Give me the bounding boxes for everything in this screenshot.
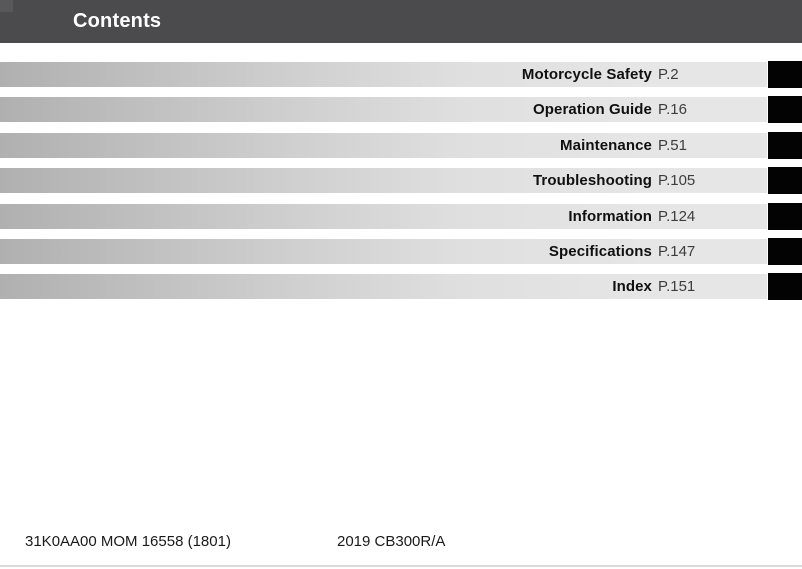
toc-item-page: P.2 — [658, 66, 679, 83]
chapter-thumb-tab[interactable] — [768, 131, 802, 159]
toc-row[interactable]: Motorcycle Safety P.2 — [0, 61, 802, 88]
page-title: Contents — [73, 10, 162, 32]
toc-item-label: Information — [568, 207, 652, 225]
toc-item-label: Troubleshooting — [533, 172, 652, 190]
toc-row[interactable]: Troubleshooting P.105 — [0, 167, 802, 195]
model-year-code: 2019 CB300R/A — [337, 533, 446, 550]
chapter-thumb-tab[interactable] — [768, 96, 802, 124]
chapter-thumb-tab[interactable] — [768, 273, 802, 301]
toc-row[interactable]: Operation Guide P.16 — [0, 96, 802, 124]
contents-header-bar: Contents — [0, 0, 802, 43]
toc-item-page: P.51 — [658, 136, 687, 154]
toc-item-label: Specifications — [548, 242, 652, 260]
toc-item-label: Maintenance — [560, 136, 652, 154]
toc-item-page: P.147 — [658, 242, 696, 260]
toc-row[interactable]: Index P.151 — [0, 273, 802, 301]
chapter-thumb-tab[interactable] — [768, 167, 802, 195]
toc-row[interactable]: Information P.124 — [0, 202, 802, 230]
toc-item-label: Motorcycle Safety — [521, 66, 652, 83]
toc-row-bar[interactable]: Maintenance P.51 — [0, 132, 767, 158]
toc-item-page: P.105 — [658, 172, 696, 190]
chapter-thumb-tab[interactable] — [768, 202, 802, 230]
toc-item-page: P.124 — [658, 207, 696, 225]
toc-row-bar[interactable]: Specifications P.147 — [0, 238, 767, 264]
toc-list: Motorcycle Safety P.2 Operation Guide P.… — [0, 61, 802, 310]
toc-row-bar[interactable]: Motorcycle Safety P.2 — [0, 62, 767, 87]
chapter-thumb-tab[interactable] — [768, 61, 802, 88]
toc-row-bar[interactable]: Operation Guide P.16 — [0, 97, 767, 123]
toc-item-label: Index — [612, 278, 652, 296]
toc-item-page: P.151 — [658, 278, 696, 296]
toc-row[interactable]: Maintenance P.51 — [0, 131, 802, 159]
header-corner-accent — [0, 0, 13, 12]
toc-item-label: Operation Guide — [532, 101, 652, 119]
toc-item-page: P.16 — [658, 101, 687, 119]
toc-row-bar[interactable]: Index P.151 — [0, 274, 767, 300]
toc-row-bar[interactable]: Information P.124 — [0, 203, 767, 229]
chapter-thumb-tab[interactable] — [768, 237, 802, 265]
bottom-divider — [0, 565, 802, 567]
toc-row-bar[interactable]: Troubleshooting P.105 — [0, 168, 767, 194]
document-code: 31K0AA00 MOM 16558 (1801) — [25, 533, 231, 550]
toc-row[interactable]: Specifications P.147 — [0, 237, 802, 265]
